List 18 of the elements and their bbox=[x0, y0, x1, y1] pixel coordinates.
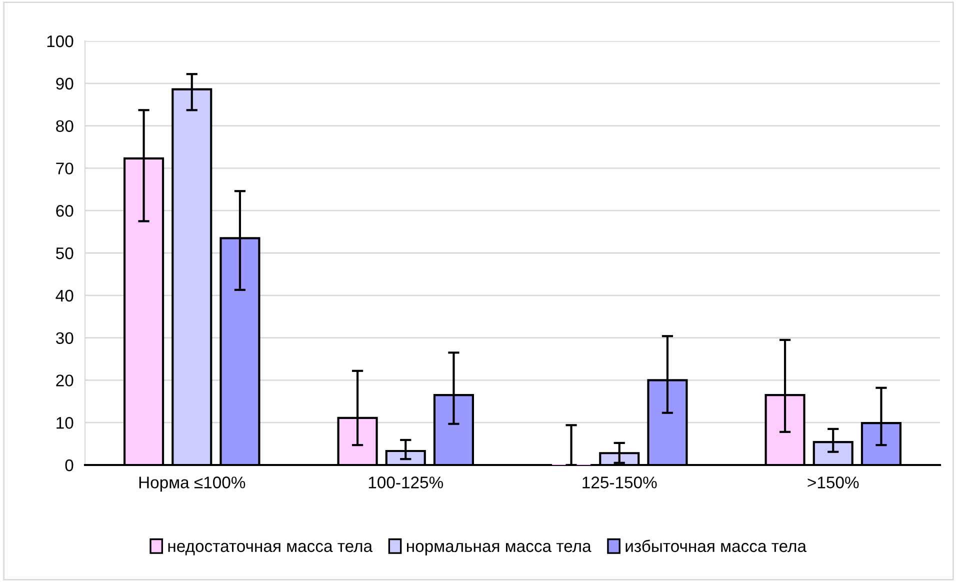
x-tick-label: 100-125% bbox=[368, 476, 444, 488]
legend-label: недостаточная масса тела bbox=[168, 542, 373, 556]
x-tick-label: 125-150% bbox=[582, 476, 657, 488]
y-tick-label: 90 bbox=[56, 78, 74, 90]
legend-label: избыточная масса тела bbox=[626, 540, 806, 552]
y-tick-label: 60 bbox=[56, 205, 74, 217]
x-tick-label: >150% bbox=[808, 476, 859, 488]
y-tick-label: 40 bbox=[56, 290, 74, 302]
y-tick-label: 10 bbox=[56, 417, 74, 429]
legend-label: нормальная масса тела bbox=[407, 542, 592, 556]
y-tick-label: 100 bbox=[47, 35, 74, 48]
y-tick-label: 80 bbox=[56, 120, 74, 132]
x-tick-label: Норма ≤100% bbox=[139, 476, 246, 492]
y-tick-label: 70 bbox=[56, 162, 74, 174]
y-tick-label: 50 bbox=[56, 247, 74, 260]
y-tick-label: 30 bbox=[56, 332, 74, 344]
y-tick-label: 0 bbox=[65, 459, 74, 472]
y-tick-label: 20 bbox=[56, 374, 74, 386]
